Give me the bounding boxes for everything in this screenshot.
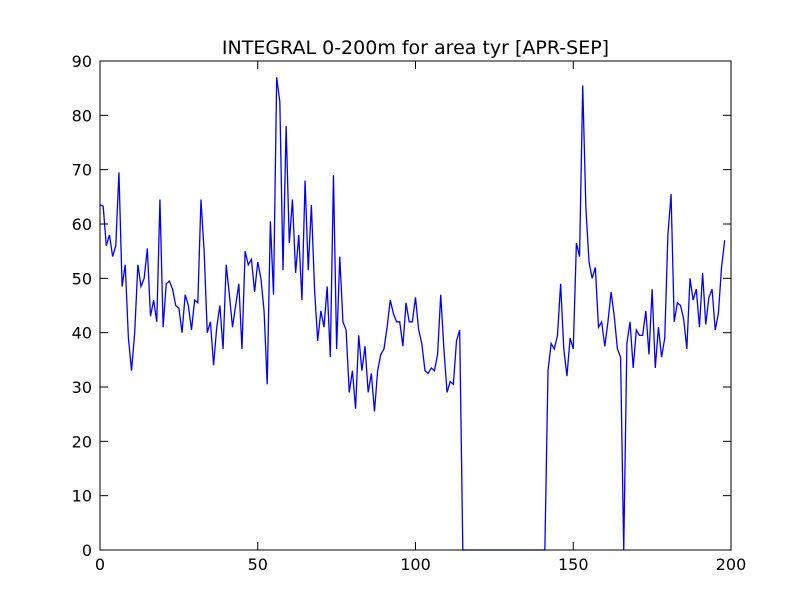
y-tick-label: 50 — [72, 269, 92, 288]
y-tick-label: 70 — [72, 161, 92, 180]
y-tick-label: 30 — [72, 378, 92, 397]
x-tick-label: 200 — [716, 555, 747, 574]
x-tick-label: 100 — [400, 555, 431, 574]
y-tick-label: 0 — [82, 541, 92, 560]
y-tick-label: 10 — [72, 487, 92, 506]
y-tick-label: 80 — [72, 106, 92, 125]
x-tick-label: 150 — [558, 555, 589, 574]
y-tick-label: 90 — [72, 52, 92, 71]
chart-title: INTEGRAL 0-200m for area tyr [APR-SEP] — [222, 37, 609, 59]
y-tick-label: 20 — [72, 432, 92, 451]
x-tick-label: 0 — [95, 555, 105, 574]
data-line — [99, 77, 726, 551]
x-tick-label: 50 — [248, 555, 268, 574]
y-tick-label: 60 — [72, 215, 92, 234]
y-tick-label: 40 — [72, 324, 92, 343]
